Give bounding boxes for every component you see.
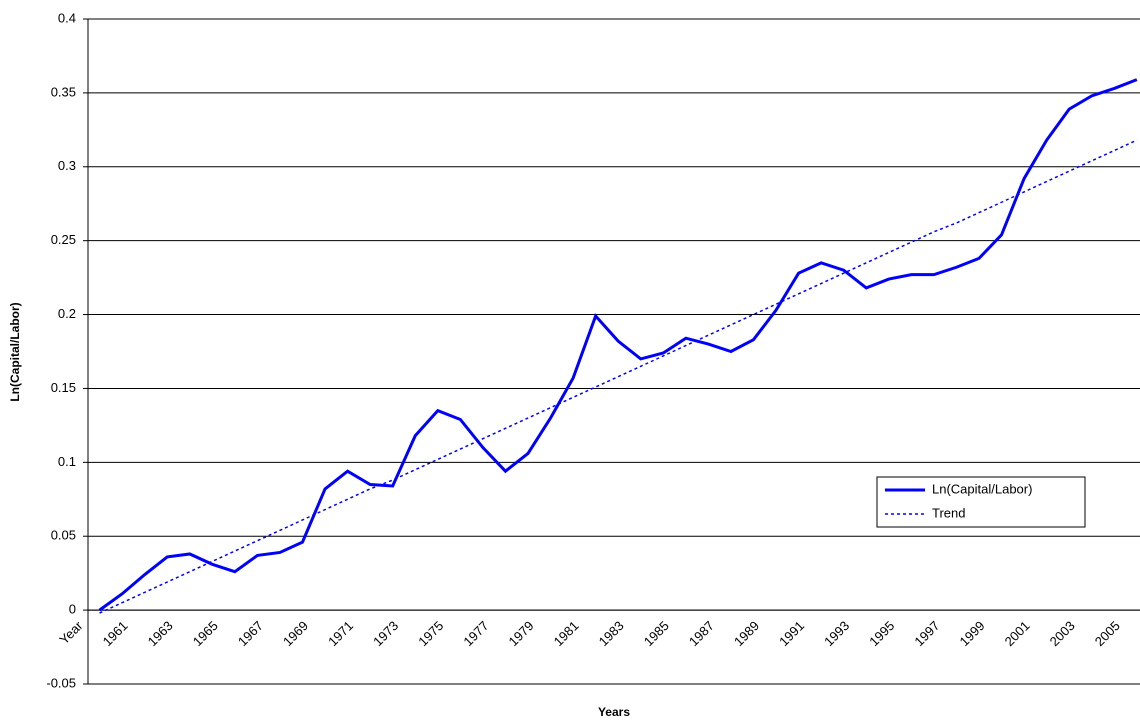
data-line xyxy=(99,139,1138,614)
legend-label: Trend xyxy=(932,505,965,520)
y-tick-label: -0.05 xyxy=(46,675,76,690)
x-tick-label: 1999 xyxy=(956,618,987,649)
y-tick-label: 0.05 xyxy=(51,528,76,543)
x-tick-label: 1981 xyxy=(551,618,582,649)
x-tick-label: 1971 xyxy=(325,618,356,649)
x-tick-label: 1963 xyxy=(145,618,176,649)
x-tick-label: 2003 xyxy=(1047,618,1078,649)
x-tick-label: 1991 xyxy=(776,618,807,649)
x-tick-label: 2005 xyxy=(1092,618,1123,649)
x-tick-label: 1977 xyxy=(460,618,491,649)
y-tick-label: 0.15 xyxy=(51,380,76,395)
x-tick-label: Year xyxy=(56,618,86,648)
x-tick-label: 1973 xyxy=(370,618,401,649)
legend-box xyxy=(876,476,1086,528)
y-axis-title: Ln(Capital/Labor) xyxy=(8,302,22,401)
y-tick-label: 0.25 xyxy=(51,232,76,247)
x-tick-label: 1989 xyxy=(731,618,762,649)
legend-label: Ln(Capital/Labor) xyxy=(932,481,1032,496)
y-tick-label: 0.35 xyxy=(51,84,76,99)
x-tick-label: 1993 xyxy=(821,618,852,649)
x-tick-label: 1969 xyxy=(280,618,311,649)
x-tick-label: 2001 xyxy=(1002,618,1033,649)
y-tick-label: 0.2 xyxy=(58,306,76,321)
y-tick-label: 0.3 xyxy=(58,158,76,173)
x-tick-label: 1975 xyxy=(415,618,446,649)
x-tick-label: 1987 xyxy=(686,618,717,649)
x-tick-label: 1985 xyxy=(641,618,672,649)
x-tick-label: 1979 xyxy=(505,618,536,649)
y-tick-label: 0 xyxy=(69,602,76,617)
x-tick-label: 1995 xyxy=(866,618,897,649)
y-tick-label: 0.4 xyxy=(58,10,76,25)
y-tick-label: 0.1 xyxy=(58,454,76,469)
x-tick-label: 1983 xyxy=(596,618,627,649)
x-tick-label: 1967 xyxy=(235,618,266,649)
x-tick-label: 1997 xyxy=(911,618,942,649)
x-tick-label: 1961 xyxy=(100,618,131,649)
x-axis-title: Years xyxy=(598,705,630,719)
legend: Ln(Capital/Labor) Trend xyxy=(876,476,1086,528)
x-tick-label: 1965 xyxy=(190,618,221,649)
data-line xyxy=(98,78,1138,612)
